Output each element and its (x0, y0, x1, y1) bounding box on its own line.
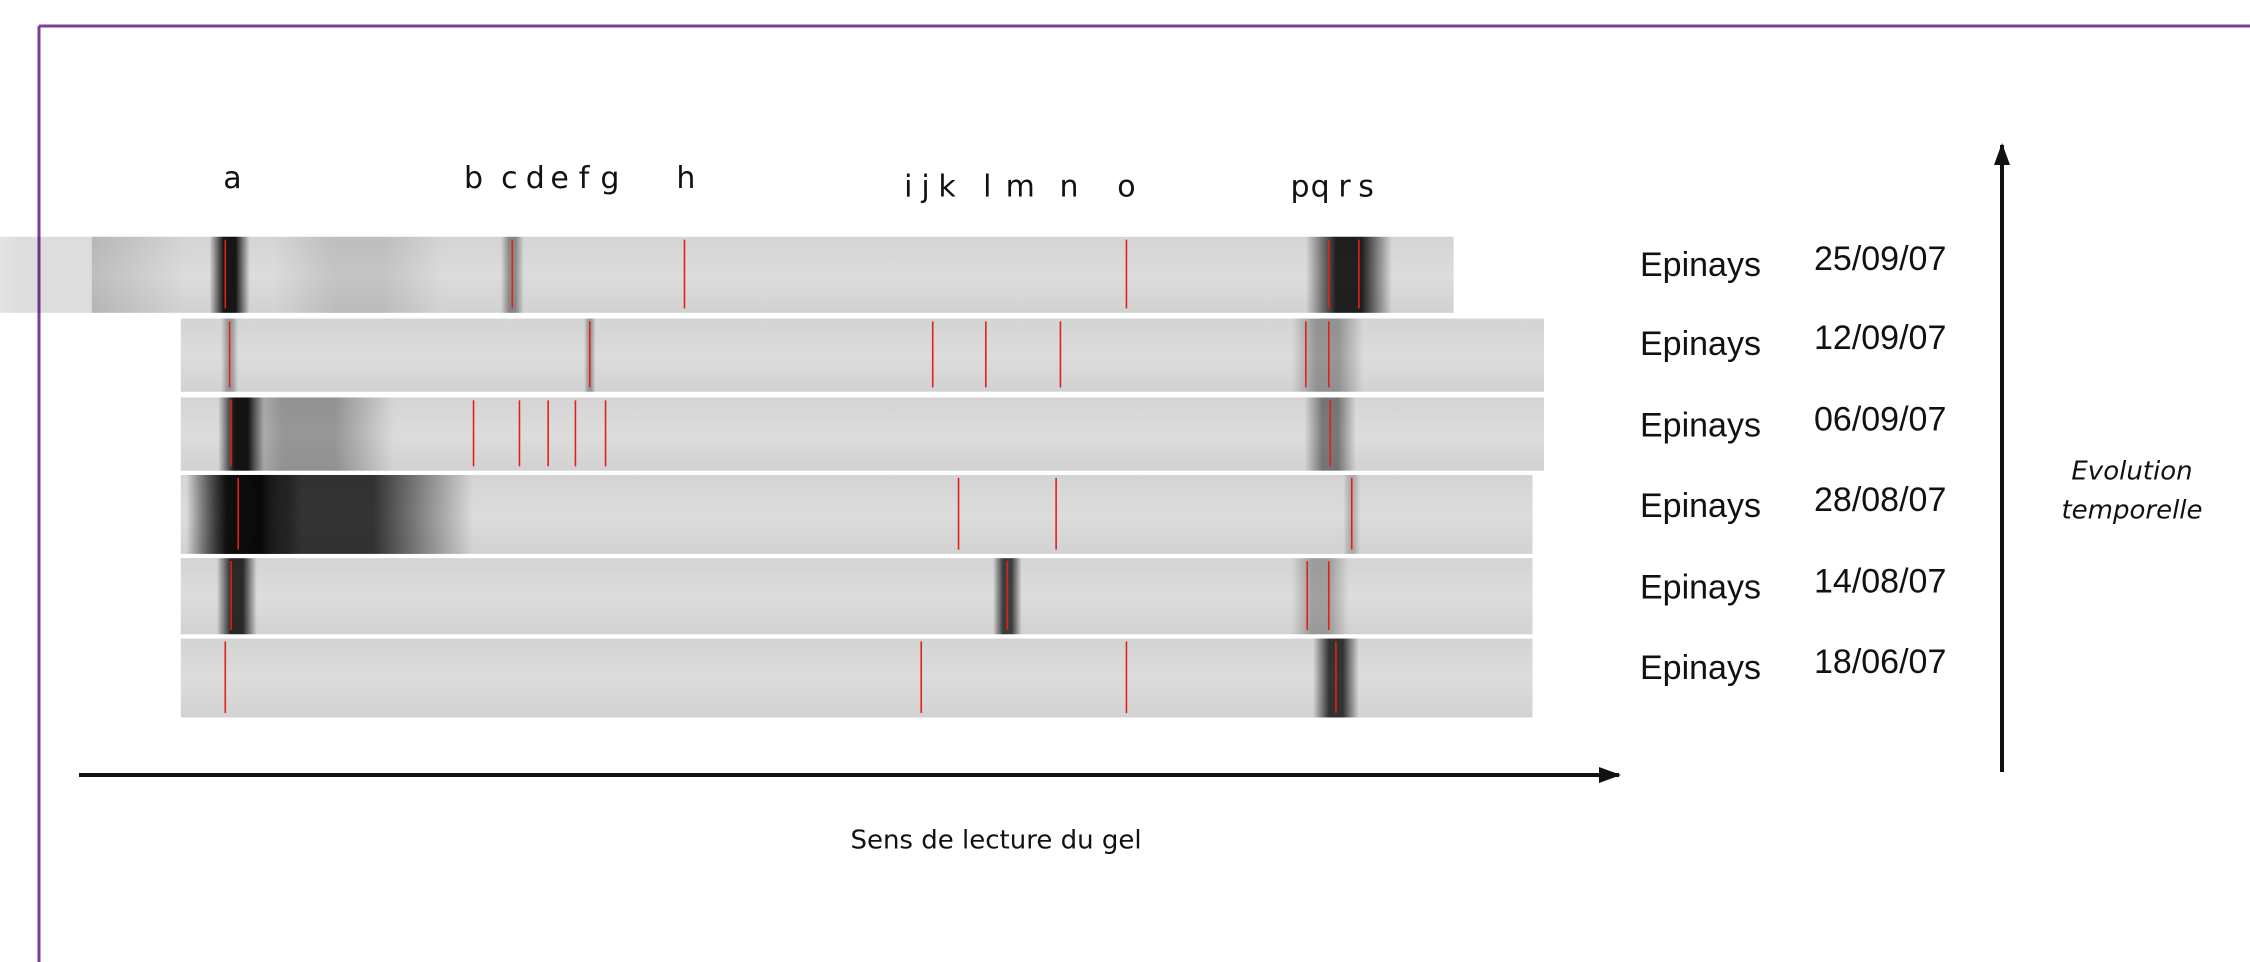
band-letter: c (501, 161, 518, 196)
gel-band (217, 558, 257, 634)
gel-band (1291, 319, 1363, 392)
lane-date: 06/09/07 (1814, 401, 1946, 439)
gel-band (187, 475, 474, 554)
band-letter: j (920, 169, 929, 204)
lane-site: Epinays (1640, 407, 1761, 445)
lane-date: 18/06/07 (1814, 643, 1946, 681)
band-letter: l (983, 169, 991, 204)
band-letter: d (526, 161, 545, 196)
lane-date: 25/09/07 (1814, 240, 1946, 278)
band-letter: f (579, 161, 591, 196)
gel-band (1306, 237, 1392, 313)
band-letter: o (1117, 169, 1135, 204)
lane-site: Epinays (1640, 569, 1761, 607)
lane-site: Epinays (1640, 246, 1761, 284)
gel-band (222, 397, 394, 470)
gel-band (1291, 558, 1348, 634)
band-letter: e (550, 161, 568, 196)
gel-band (210, 237, 250, 313)
band-letter: m (1006, 169, 1035, 204)
band-letter: n (1060, 169, 1079, 204)
lane-site: Epinays (1640, 487, 1761, 525)
band-letter: s (1358, 169, 1374, 204)
band-letter: k (938, 169, 956, 204)
y-axis-label: Evolution (2071, 457, 2192, 487)
x-axis-label: Sens de lecture du gel (850, 826, 1141, 856)
y-axis-label: temporelle (2061, 496, 2202, 526)
gel-band (0, 237, 187, 313)
band-letter: b (464, 161, 483, 196)
lane-date: 28/08/07 (1814, 481, 1946, 519)
band-letter: i (904, 169, 912, 204)
band-letter: r (1338, 169, 1351, 204)
gel-band (273, 237, 445, 313)
figure: a bcdefg h ijklmn o pqrs Epinays 25/09/07 Epinay… (0, 0, 2250, 962)
lane-site: Epinays (1640, 325, 1761, 363)
lane-site: Epinays (1640, 649, 1761, 687)
lane-date: 14/08/07 (1814, 563, 1946, 601)
band-letter: g (600, 161, 619, 196)
band-letter: q (1311, 169, 1330, 204)
gel-lanes (0, 237, 1544, 718)
band-letter: h (676, 161, 695, 196)
lane-date: 12/09/07 (1814, 319, 1946, 357)
band-letter: a (223, 161, 241, 196)
band-letter: p (1291, 169, 1310, 204)
